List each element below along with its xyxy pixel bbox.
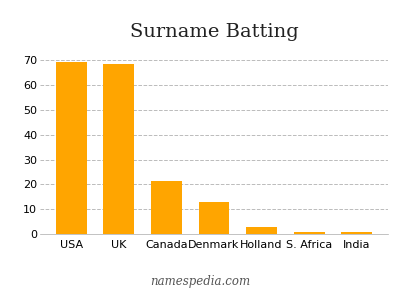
Text: namespedia.com: namespedia.com <box>150 275 250 288</box>
Title: Surname Batting: Surname Batting <box>130 23 298 41</box>
Bar <box>341 232 372 234</box>
Bar <box>151 181 182 234</box>
Bar <box>103 64 134 234</box>
Bar <box>294 232 325 234</box>
Bar <box>246 226 277 234</box>
Bar <box>56 61 87 234</box>
Bar <box>198 202 230 234</box>
